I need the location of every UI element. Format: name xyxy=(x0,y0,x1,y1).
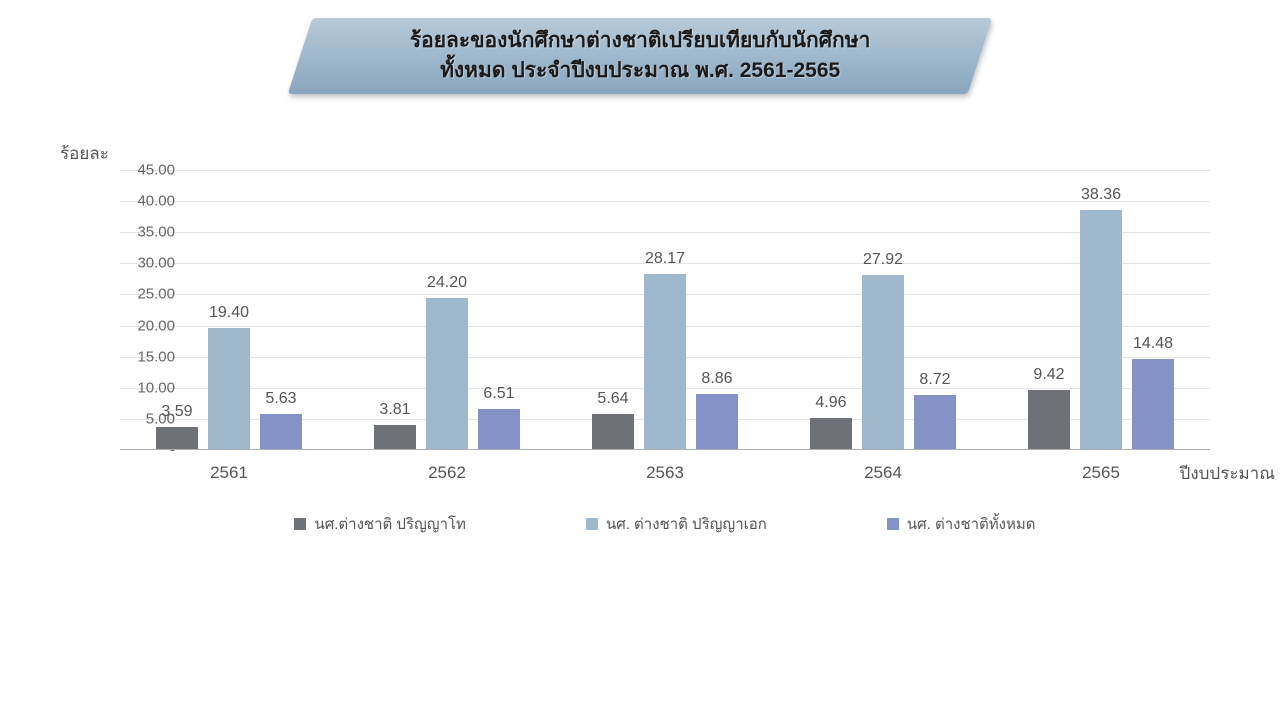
legend-item: นศ. ต่างชาติ ปริญญาเอก xyxy=(586,512,767,536)
x-tick-label: 2564 xyxy=(864,463,902,483)
bar: 6.51 xyxy=(478,409,520,450)
bar-value-label: 6.51 xyxy=(483,385,514,409)
y-tick-label: 10.00 xyxy=(120,379,175,396)
y-tick-label: 45.00 xyxy=(120,162,175,179)
bar: 19.40 xyxy=(208,328,250,449)
legend-label: นศ.ต่างชาติ ปริญญาโท xyxy=(314,512,465,536)
y-tick-label: 35.00 xyxy=(120,224,175,241)
grid-line xyxy=(120,201,1210,202)
legend-swatch xyxy=(586,518,598,530)
legend-swatch xyxy=(294,518,306,530)
bar: 8.72 xyxy=(914,395,956,449)
bar-value-label: 27.92 xyxy=(863,251,903,275)
x-tick-label: 2565 xyxy=(1082,463,1120,483)
x-tick-label: 2563 xyxy=(646,463,684,483)
title-text: ร้อยละของนักศึกษาต่างชาติเปรียบเทียบกับน… xyxy=(410,26,871,87)
bar-value-label: 28.17 xyxy=(645,250,685,274)
y-axis-title: ร้อยละ xyxy=(60,140,109,167)
y-tick-label: 25.00 xyxy=(120,286,175,303)
bar-value-label: 9.42 xyxy=(1033,366,1064,390)
bar-value-label: 24.20 xyxy=(427,274,467,298)
legend-swatch xyxy=(887,518,899,530)
y-tick-label: 20.00 xyxy=(120,317,175,334)
bar: 14.48 xyxy=(1132,359,1174,449)
bar-value-label: 19.40 xyxy=(209,304,249,328)
title-banner: ร้อยละของนักศึกษาต่างชาติเปรียบเทียบกับน… xyxy=(288,18,993,94)
bar-value-label: 38.36 xyxy=(1081,186,1121,210)
bar-value-label: 8.86 xyxy=(701,370,732,394)
legend-label: นศ. ต่างชาติ ปริญญาเอก xyxy=(606,512,767,536)
bar-value-label: 14.48 xyxy=(1133,335,1173,359)
bar: 3.59 xyxy=(156,427,198,449)
bar-value-label: 4.96 xyxy=(815,394,846,418)
bar: 28.17 xyxy=(644,274,686,449)
x-tick-label: 2562 xyxy=(428,463,466,483)
bar: 8.86 xyxy=(696,394,738,449)
bar: 3.81 xyxy=(374,425,416,449)
bar-value-label: 3.81 xyxy=(379,401,410,425)
x-tick-label: 2561 xyxy=(210,463,248,483)
title-line-2: ทั้งหมด ประจำปีงบประมาณ พ.ศ. 2561-2565 xyxy=(410,56,871,86)
bar: 5.63 xyxy=(260,414,302,449)
legend-item: นศ.ต่างชาติ ปริญญาโท xyxy=(294,512,465,536)
legend: นศ.ต่างชาติ ปริญญาโท นศ. ต่างชาติ ปริญญาเ… xyxy=(120,512,1210,536)
bar: 4.96 xyxy=(810,418,852,449)
y-tick-label: 15.00 xyxy=(120,348,175,365)
bar: 38.36 xyxy=(1080,210,1122,449)
grid-line xyxy=(120,170,1210,171)
title-line-1: ร้อยละของนักศึกษาต่างชาติเปรียบเทียบกับน… xyxy=(410,26,871,56)
bar: 5.64 xyxy=(592,414,634,449)
bar-value-label: 5.64 xyxy=(597,390,628,414)
y-tick-label: 40.00 xyxy=(120,193,175,210)
bar: 27.92 xyxy=(862,275,904,449)
bar-value-label: 3.59 xyxy=(161,403,192,427)
bar-value-label: 8.72 xyxy=(919,371,950,395)
bar: 24.20 xyxy=(426,298,468,449)
legend-item: นศ. ต่างชาติทั้งหมด xyxy=(887,512,1036,536)
legend-label: นศ. ต่างชาติทั้งหมด xyxy=(907,512,1036,536)
bar: 9.42 xyxy=(1028,390,1070,449)
grid-line xyxy=(120,232,1210,233)
bar-value-label: 5.63 xyxy=(265,390,296,414)
plot-area: -5.0010.0015.0020.0025.0030.0035.0040.00… xyxy=(120,170,1210,450)
y-tick-label: 30.00 xyxy=(120,255,175,272)
